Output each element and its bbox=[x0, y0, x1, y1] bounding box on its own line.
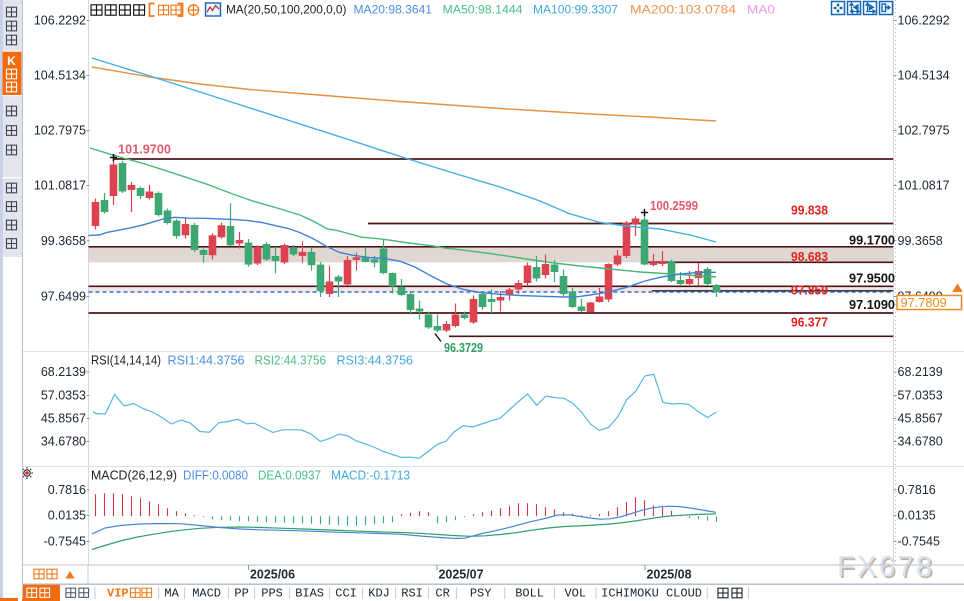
svg-text:99.838: 99.838 bbox=[791, 203, 828, 218]
svg-text:57.0353: 57.0353 bbox=[898, 389, 943, 403]
svg-text:MA: MA bbox=[164, 587, 179, 601]
svg-text:106.2292: 106.2292 bbox=[898, 14, 950, 28]
svg-text:102.7975: 102.7975 bbox=[34, 124, 86, 138]
svg-text:-0.7545: -0.7545 bbox=[898, 535, 940, 549]
svg-text:CCI: CCI bbox=[335, 587, 357, 601]
svg-text:ICHIMOKU CLOUD: ICHIMOKU CLOUD bbox=[601, 587, 702, 601]
svg-text:DIFF:0.0080: DIFF:0.0080 bbox=[183, 469, 248, 483]
svg-text:99.3658: 99.3658 bbox=[41, 234, 86, 248]
svg-text:PSY: PSY bbox=[470, 587, 492, 601]
svg-text:97.7809: 97.7809 bbox=[901, 295, 947, 310]
svg-text:34.6780: 34.6780 bbox=[898, 435, 943, 449]
svg-text:97.9500: 97.9500 bbox=[849, 271, 895, 286]
svg-text:MA20:98.3641: MA20:98.3641 bbox=[354, 3, 433, 17]
svg-text:2025/06: 2025/06 bbox=[250, 567, 295, 582]
svg-text:99.1700: 99.1700 bbox=[849, 233, 895, 248]
svg-text:RSI(14,14,14): RSI(14,14,14) bbox=[91, 354, 161, 368]
svg-text:68.2139: 68.2139 bbox=[41, 365, 86, 379]
svg-text:MACD:-0.1713: MACD:-0.1713 bbox=[331, 469, 410, 483]
svg-text:FX678: FX678 bbox=[837, 551, 934, 583]
svg-text:2025/07: 2025/07 bbox=[439, 567, 484, 582]
svg-text:104.5134: 104.5134 bbox=[34, 69, 86, 83]
svg-text:BIAS: BIAS bbox=[295, 587, 324, 601]
svg-text:0.0135: 0.0135 bbox=[48, 509, 86, 523]
svg-text:RSI2:44.3756: RSI2:44.3756 bbox=[255, 354, 327, 368]
svg-text:VOL: VOL bbox=[564, 587, 586, 601]
svg-text:0.7816: 0.7816 bbox=[898, 483, 936, 497]
svg-text:MA50:98.1444: MA50:98.1444 bbox=[443, 3, 523, 17]
svg-text:68.2139: 68.2139 bbox=[898, 365, 943, 379]
svg-text:45.8567: 45.8567 bbox=[41, 412, 86, 426]
svg-text:VIP: VIP bbox=[107, 587, 129, 601]
svg-text:RSI: RSI bbox=[401, 587, 423, 601]
svg-text:106.2292: 106.2292 bbox=[34, 14, 86, 28]
svg-text:DEA:0.0937: DEA:0.0937 bbox=[258, 469, 321, 483]
svg-text:PPS: PPS bbox=[261, 587, 283, 601]
svg-text:96.3729: 96.3729 bbox=[444, 341, 483, 355]
svg-text:101.0817: 101.0817 bbox=[898, 179, 950, 193]
svg-text:0.0135: 0.0135 bbox=[898, 509, 936, 523]
svg-text:34.6780: 34.6780 bbox=[41, 435, 86, 449]
svg-text:RSI3:44.3756: RSI3:44.3756 bbox=[337, 354, 414, 368]
svg-text:98.683: 98.683 bbox=[791, 249, 828, 264]
svg-text:MACD: MACD bbox=[192, 587, 221, 601]
svg-text:CR: CR bbox=[435, 587, 449, 601]
svg-text:K: K bbox=[7, 54, 16, 68]
svg-text:101.0817: 101.0817 bbox=[34, 179, 86, 193]
svg-text:102.7975: 102.7975 bbox=[898, 124, 950, 138]
svg-text:57.0353: 57.0353 bbox=[41, 389, 86, 403]
svg-text:99.3658: 99.3658 bbox=[898, 234, 943, 248]
svg-text:-0.7545: -0.7545 bbox=[44, 535, 86, 549]
svg-text:KDJ: KDJ bbox=[368, 587, 390, 601]
svg-text:MA100:99.3307: MA100:99.3307 bbox=[533, 3, 618, 17]
svg-text:97.6499: 97.6499 bbox=[41, 290, 86, 304]
svg-text:PP: PP bbox=[234, 587, 248, 601]
svg-text:MA200:103.0784: MA200:103.0784 bbox=[630, 3, 736, 17]
svg-text:0.7816: 0.7816 bbox=[48, 483, 86, 497]
svg-text:96.377: 96.377 bbox=[791, 315, 828, 330]
svg-text:100.2599: 100.2599 bbox=[650, 198, 698, 213]
svg-text:104.5134: 104.5134 bbox=[898, 69, 950, 83]
svg-text:MA0: MA0 bbox=[747, 3, 775, 17]
svg-text:97.1090: 97.1090 bbox=[849, 297, 895, 312]
svg-text:MA(20,50,100,200,0,0): MA(20,50,100,200,0,0) bbox=[226, 3, 346, 17]
svg-text:BOLL: BOLL bbox=[515, 587, 544, 601]
svg-text:MACD(26,12,9): MACD(26,12,9) bbox=[91, 469, 177, 483]
svg-text:45.8567: 45.8567 bbox=[898, 412, 943, 426]
svg-text:FX678: FX678 bbox=[839, 553, 936, 585]
svg-text:2025/08: 2025/08 bbox=[647, 567, 692, 582]
svg-text:101.9700: 101.9700 bbox=[118, 142, 171, 157]
svg-text:RSI1:44.3756: RSI1:44.3756 bbox=[168, 354, 245, 368]
svg-text:97.859: 97.859 bbox=[791, 283, 828, 298]
